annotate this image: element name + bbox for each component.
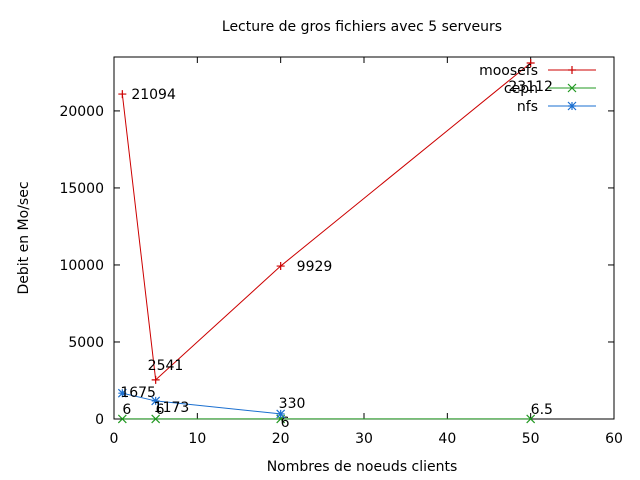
axis-ticks: 0 10 20 30 40 50 60 0 5000 10000 15000 20000	[59, 57, 623, 447]
y-tick-label: 20000	[59, 104, 104, 120]
x-axis-label: Nombres de noeuds clients	[267, 459, 458, 475]
x-tick-label: 0	[110, 431, 119, 447]
nfs-data-label: 1675	[120, 385, 156, 401]
nfs-point	[117, 388, 127, 398]
moosefs-data-label: 23112	[508, 79, 553, 95]
moosefs-point	[118, 90, 127, 99]
nfs-data-label: 330	[279, 396, 306, 412]
x-tick-label: 50	[522, 431, 540, 447]
nfs-point	[276, 409, 286, 419]
ceph-data-label: 6.5	[531, 402, 553, 418]
series-moosefs: 21094 2541 9929 23112	[118, 58, 553, 384]
plot-frame	[113, 56, 615, 420]
ceph-data-label: 6	[281, 415, 290, 431]
x-tick-label: 10	[188, 431, 206, 447]
moosefs-point	[526, 58, 535, 67]
legend-label-ceph: ceph	[504, 81, 538, 97]
x-tick-label: 40	[438, 431, 456, 447]
legend-marker-moosefs	[568, 66, 576, 74]
x-tick-label: 60	[605, 431, 623, 447]
legend: moosefs ceph nfs	[479, 63, 596, 115]
ceph-point	[117, 414, 127, 424]
moosefs-line	[121, 62, 531, 381]
moosefs-data-label: 9929	[297, 259, 333, 275]
x-tick-label: 20	[272, 431, 290, 447]
ceph-data-label: 6	[122, 402, 131, 418]
ceph-point	[151, 414, 161, 424]
legend-marker-ceph	[567, 83, 577, 93]
y-tick-label: 15000	[59, 181, 104, 197]
legend-label-nfs: nfs	[517, 99, 538, 115]
x-tick-label: 30	[355, 431, 373, 447]
moosefs-point	[151, 375, 160, 384]
legend-label-moosefs: moosefs	[479, 63, 538, 79]
moosefs-point	[276, 262, 285, 271]
moosefs-data-label: 21094	[131, 87, 176, 103]
ceph-point	[526, 414, 536, 424]
y-tick-label: 0	[95, 412, 104, 428]
y-tick-label: 5000	[68, 335, 104, 351]
y-axis-label: Debit en Mo/sec	[16, 181, 32, 294]
chart-title: Lecture de gros fichiers avec 5 serveurs	[222, 19, 502, 35]
nfs-point	[151, 396, 161, 406]
moosefs-data-label: 2541	[148, 358, 184, 374]
nfs-data-label: 1173	[154, 400, 190, 416]
legend-marker-nfs	[567, 101, 577, 111]
ceph-data-label: 6	[156, 402, 165, 418]
y-tick-label: 10000	[59, 258, 104, 274]
series-ceph: 6 6 6 6.5	[117, 402, 553, 431]
